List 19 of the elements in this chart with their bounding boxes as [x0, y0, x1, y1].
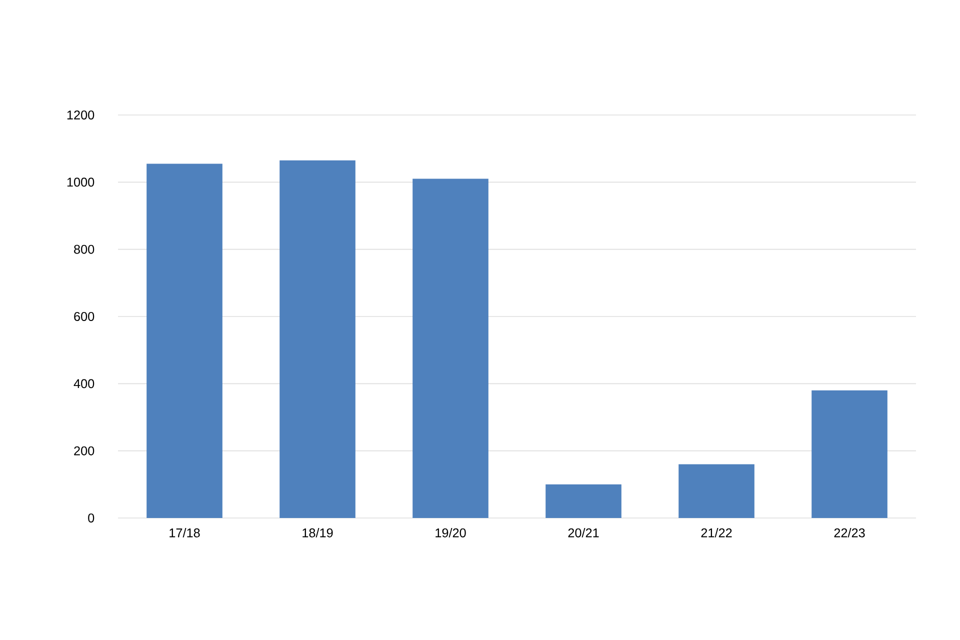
y-tick-label: 200 [74, 446, 94, 456]
y-tick-label: 800 [74, 244, 94, 254]
y-tick-label: 1000 [67, 178, 94, 187]
bar [678, 464, 754, 518]
x-tick-label: 19/20 [436, 528, 466, 538]
bar [412, 178, 488, 518]
x-tick-label: 22/23 [834, 528, 865, 538]
bar [280, 160, 356, 518]
bar [546, 484, 622, 518]
x-tick-label: 20/21 [568, 528, 599, 538]
bar [146, 164, 222, 518]
x-tick-label: 17/18 [170, 528, 200, 538]
y-tick-label: 0 [88, 514, 94, 522]
y-tick-label: 600 [74, 312, 94, 321]
y-tick-label: 1200 [67, 110, 94, 120]
x-tick-label: 21/22 [701, 528, 732, 538]
x-tick-label: 18/19 [302, 528, 333, 538]
y-tick-label: 400 [74, 379, 94, 388]
bar [812, 390, 888, 518]
